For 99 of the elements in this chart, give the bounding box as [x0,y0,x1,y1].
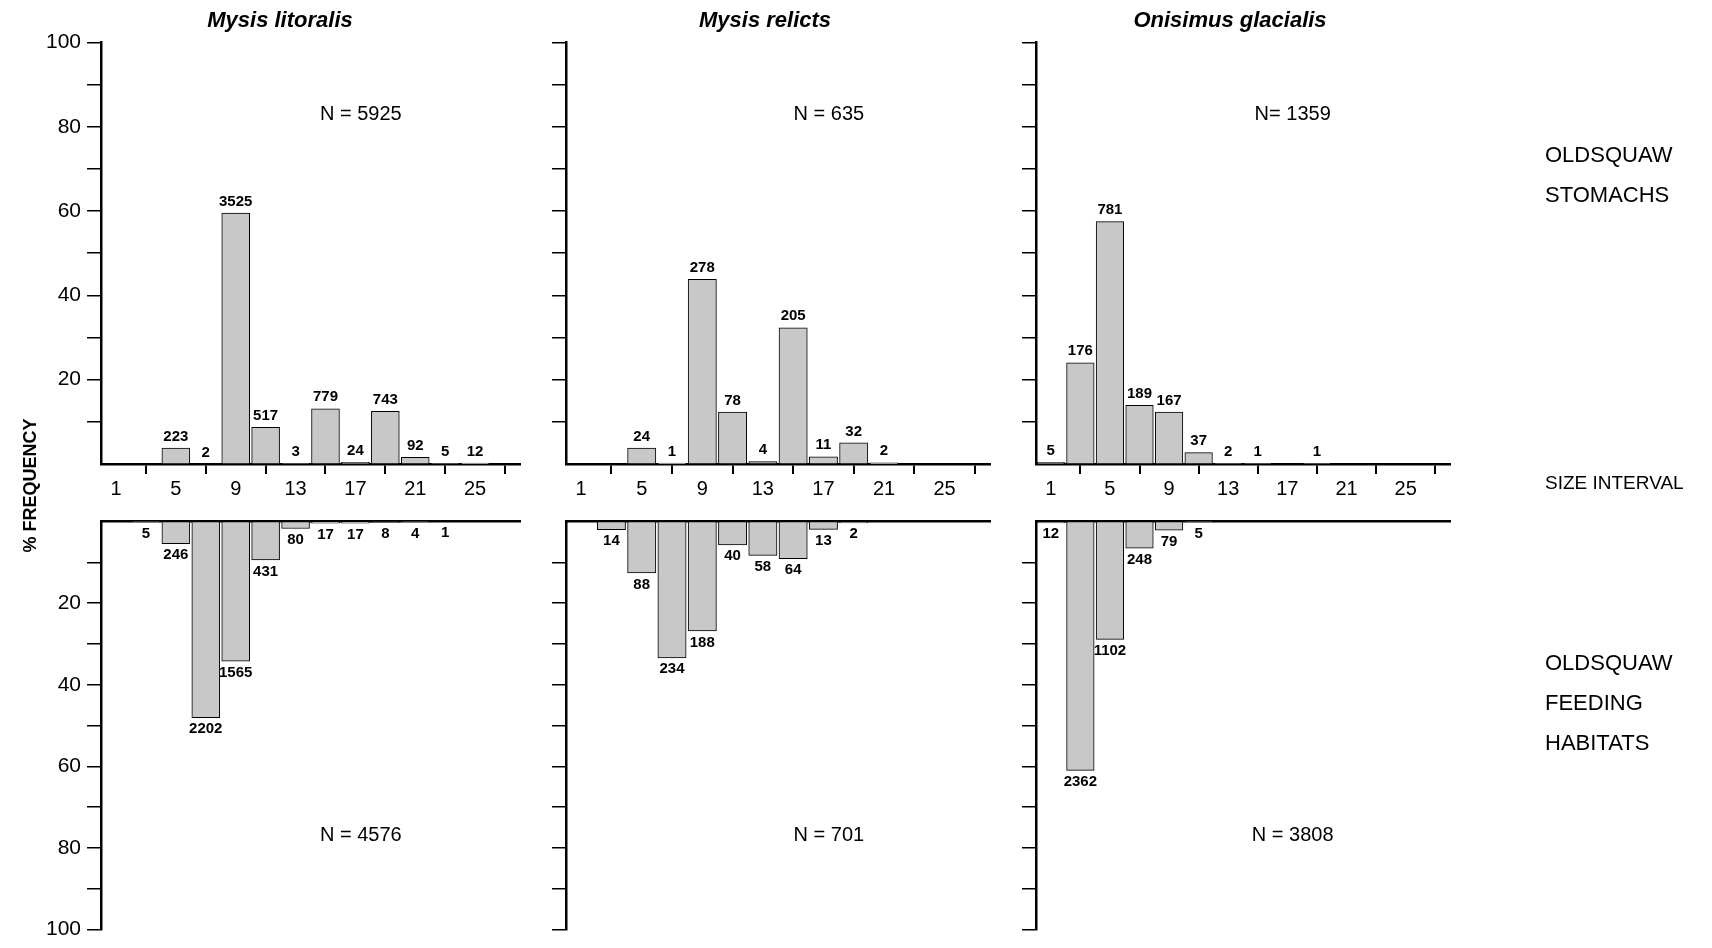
annotation: 32 [845,421,863,439]
annotation: N= 1359 [1254,101,1331,124]
x-tick-label: 25 [933,476,956,499]
annotation: 37 [1190,431,1207,449]
x-tick-label: 17 [812,476,835,499]
y-tick-label: 40 [57,282,82,306]
annotation: 1 [1312,442,1322,460]
chart-title: Mysis relicts [698,7,832,33]
annotation: 205 [780,306,806,324]
annotation: 1 [1253,442,1262,460]
y-tick-label: 60 [57,753,82,777]
annotation: 1102 [1093,641,1127,659]
x-tick-label: 13 [751,476,774,499]
chart-title: Onisimus glacialis [1133,7,1327,33]
text: OLDSQUAW FEEDING HABITATS [1545,650,1673,756]
annotation: 5 [1046,440,1055,458]
annotation: 2 [1224,442,1233,460]
annotation: 167 [1156,390,1182,408]
annotation: 278 [689,257,715,275]
annotation: 13 [815,530,832,548]
annotation: 92 [406,435,424,453]
annotation: 1 [667,441,677,459]
x-tick-label: 21 [872,476,896,499]
annotation: 79 [1160,531,1178,549]
annotation: 24 [347,440,365,458]
annotation: 517 [253,405,279,423]
annotation: 3525 [219,191,253,209]
annotation: 2 [201,442,210,460]
x-tick-label: 21 [1335,476,1358,499]
annotation: 58 [754,557,772,575]
x-tick-label: 5 [636,476,648,499]
annotation: 17 [317,524,334,542]
y-tick-label: 60 [57,197,82,221]
y-tick-label: 40 [57,671,82,695]
x-tick-label: 5 [170,476,182,499]
annotation: 5 [141,523,151,541]
annotation: 246 [163,545,189,563]
annotation: 2362 [1063,772,1098,789]
annotation: 11 [815,435,832,453]
annotation: 4 [758,440,768,458]
annotation: 5 [441,442,450,460]
x-tick-label: 17 [344,476,367,499]
annotation: 189 [1126,384,1153,402]
x-tick-label: 1 [1045,476,1057,499]
annotation: 176 [1067,341,1093,359]
y-tick-label: 80 [57,113,82,137]
x-tick-label: 13 [1217,476,1240,499]
annotation: 14 [603,531,621,549]
x-tick-label: 5 [1104,476,1116,499]
annotation: 24 [633,426,651,444]
x-tick-label: 9 [696,476,708,499]
x-tick-label: 1 [110,476,122,499]
annotation: 78 [724,390,741,408]
annotation: 3 [291,442,300,460]
x-tick-label: 25 [1394,476,1417,499]
annotation: N = 5925 [319,101,402,124]
annotation: 80 [287,530,304,548]
y-tick-label: 20 [57,589,82,613]
annotation: 188 [689,632,715,650]
annotation: 223 [163,426,189,444]
y-axis-title: % FREQUENCY [19,417,41,553]
annotation: 88 [633,574,651,592]
y-tick-label: 20 [57,366,82,390]
annotation: 5 [1194,523,1203,541]
annotation: 12 [1042,524,1060,542]
annotation: 781 [1097,200,1123,218]
annotation: 1 [441,523,450,541]
annotation: 12 [466,441,484,459]
annotation: 1565 [219,662,253,680]
annotation: 64 [784,560,803,578]
x-tick-label: 21 [404,476,427,499]
annotation: 234 [659,659,686,677]
annotation: 431 [253,561,279,579]
y-tick-label: 100 [45,916,82,940]
annotation: 2202 [189,719,223,737]
annotation: 8 [381,524,390,542]
annotation: 743 [372,389,398,407]
annotation: N = 701 [793,823,865,846]
annotation: 40 [724,546,741,564]
text: OLDSQUAW STOMACHS [1545,142,1673,208]
annotation: 17 [347,524,364,542]
x-tick-label: 9 [1163,476,1175,499]
chart-title: Mysis litoralis [207,7,353,33]
y-tick-label: 80 [57,834,82,858]
annotation: N = 4576 [319,823,402,846]
annotation: 248 [1126,549,1153,567]
annotation: N = 635 [793,101,865,124]
y-tick-label: 100 [45,29,82,53]
x-tick-label: 9 [230,476,242,499]
x-axis-title: SIZE INTERVAL [1545,472,1684,494]
annotation: 4 [411,523,421,541]
annotation: 779 [312,387,338,405]
x-tick-label: 13 [284,476,307,499]
annotation: N = 3808 [1251,823,1334,846]
annotation: 2 [879,441,889,459]
x-tick-label: 1 [575,476,587,499]
x-tick-label: 25 [463,476,487,499]
x-tick-label: 17 [1276,476,1299,499]
annotation: 2 [849,524,858,542]
